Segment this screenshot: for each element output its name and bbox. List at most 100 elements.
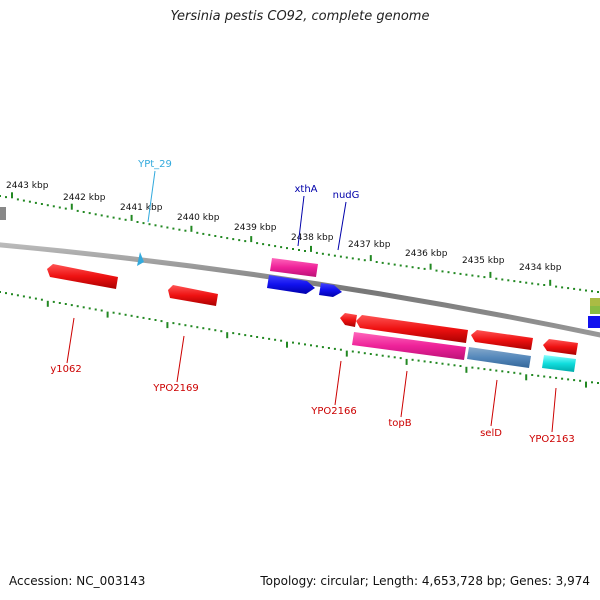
scale-minor-tick [0,291,1,293]
scale-minor-tick [64,207,67,210]
scale-minor-tick [525,281,528,284]
scale-minor-tick [244,334,247,337]
scale-minor-tick [357,258,360,261]
scale-minor-tick [513,371,516,374]
scale-minor-tick [46,204,49,207]
scale-minor-tick [447,363,450,366]
gene-YPO2169[interactable] [168,285,218,306]
scale-minor-tick [202,327,205,330]
scale-minor-tick [591,381,593,384]
scale-minor-tick [495,277,498,280]
scale-minor-tick [226,237,229,240]
scale-minor-tick [423,267,426,270]
scale-major-tick [310,245,312,252]
scale-label: 2441 kbp [120,203,163,213]
scale-minor-tick [441,270,444,273]
scale-minor-tick [519,372,522,375]
scale-minor-tick [555,376,558,379]
label-leaders [66,170,557,433]
gene-YPt_29[interactable] [137,252,144,266]
scale-minor-tick [489,368,492,371]
scale-minor-tick [441,362,444,365]
scale-minor-tick [477,367,480,370]
scale-minor-tick [555,285,558,288]
scale-label: 2438 kbp [291,233,334,243]
leader-y1062 [66,317,75,364]
gene-y1062[interactable] [47,264,118,289]
scale-minor-tick [549,376,552,379]
gene-selD-red[interactable] [471,330,533,350]
gene-xthA[interactable] [267,275,315,294]
scale-minor-tick [321,252,324,255]
scale-minor-tick [585,289,587,292]
scale-minor-tick [280,339,283,342]
gene-nudG[interactable] [319,283,342,297]
scale-minor-tick [453,364,456,367]
scale-minor-tick [411,266,414,269]
scale-minor-tick [459,365,462,367]
scale-minor-tick [238,239,241,242]
scale-minor-tick [292,248,294,250]
scale-minor-tick [94,213,97,216]
scale-minor-tick [537,283,540,286]
scale-minor-tick [543,284,546,286]
label-y1062: y1062 [50,364,81,375]
scale-minor-tick [375,261,378,263]
gene-xthA-magenta[interactable] [270,258,318,277]
scale-label: 2440 kbp [177,213,220,223]
scale-minor-tick [154,319,157,321]
scale-major-tick [429,263,432,270]
label-YPO2163: YPO2163 [528,434,574,445]
gene-selD[interactable] [467,347,531,368]
scale-minor-tick [76,209,79,212]
scale-minor-tick [363,352,366,355]
scale-minor-tick [0,195,1,197]
scale-minor-tick [142,316,145,319]
scale-major-tick [226,332,229,339]
scale-minor-tick [381,261,384,264]
scale-minor-tick [429,361,432,364]
scale-label: 2434 kbp [519,263,562,273]
scale-minor-tick [561,377,564,380]
scale-minor-tick [579,379,582,382]
gene-YPO2166[interactable] [340,313,357,327]
scale-minor-tick [507,279,510,282]
scale-minor-tick [28,296,31,299]
genes-reverse [340,313,578,372]
scale-major-tick [166,322,169,329]
scale-minor-tick [88,212,91,215]
scale-minor-tick [64,303,67,305]
scale-minor-tick [232,332,235,335]
scale-minor-tick [16,294,19,297]
scale-minor-tick [274,338,277,341]
scale-minor-tick [399,357,402,360]
scale-minor-tick [573,379,576,382]
scale-labels: 2443 kbp 2442 kbp 2441 kbp 2440 kbp 2439… [6,181,562,273]
scale-minor-tick [16,198,19,201]
scale-minor-tick [256,242,259,245]
lower-scale-track [0,291,599,388]
scale-minor-tick [567,287,570,290]
gene-YPO2163-red[interactable] [543,339,578,355]
scale-minor-tick [417,359,420,362]
scale-minor-tick [268,244,271,247]
leader-topB [400,370,408,418]
scale-minor-tick [507,371,510,374]
scale-minor-tick [196,326,199,329]
gene-topB[interactable] [352,332,466,360]
scale-minor-tick [220,330,223,333]
scale-minor-tick [339,348,342,351]
upper-scale-track [0,192,599,293]
scale-minor-tick [112,311,115,314]
gene-topB-red[interactable] [356,315,468,343]
scale-minor-tick [208,328,211,331]
scale-minor-tick [477,275,480,278]
scale-label: 2436 kbp [405,249,448,259]
accession-text: Accession: NC_003143 [9,574,146,588]
scale-minor-tick [106,215,109,218]
gene-YPO2163[interactable] [542,355,576,372]
scale-major-tick [465,366,468,373]
scale-minor-tick [148,318,151,320]
